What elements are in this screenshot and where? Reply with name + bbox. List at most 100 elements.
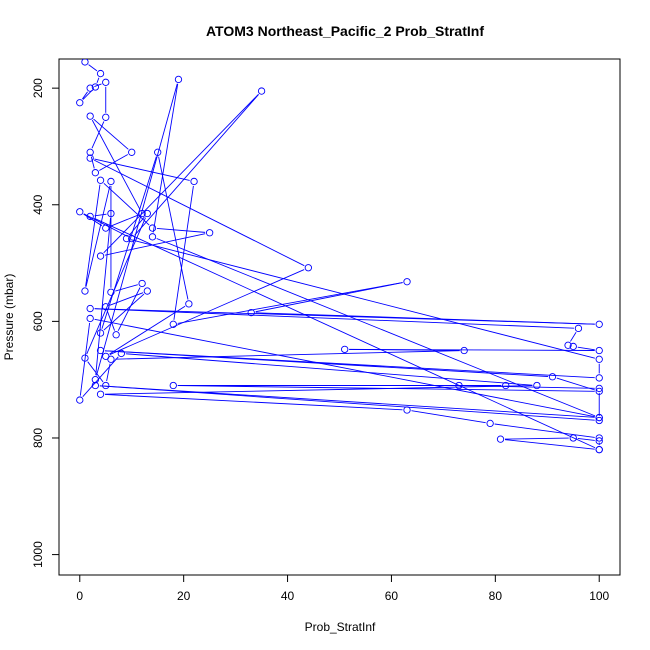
series-segment <box>105 350 549 377</box>
series-segment <box>93 118 129 150</box>
data-point <box>91 381 100 390</box>
data-point <box>138 209 146 218</box>
data-point <box>595 445 603 454</box>
series-segment <box>109 292 144 306</box>
data-point <box>102 224 110 232</box>
data-point <box>81 287 89 295</box>
data-point <box>455 381 463 390</box>
data-point <box>564 341 572 349</box>
data-point <box>107 355 115 363</box>
series-segment <box>99 385 595 421</box>
y-tick-label: 400 <box>31 194 45 214</box>
data-point <box>595 437 603 445</box>
data-point <box>76 396 84 404</box>
series-segment <box>109 214 139 227</box>
series-segment <box>94 158 190 181</box>
data-point <box>169 320 177 328</box>
series-segment <box>85 185 111 287</box>
series-segment <box>101 156 157 329</box>
data-point <box>169 381 177 390</box>
y-tick-label: 1000 <box>31 541 45 568</box>
data-point <box>76 208 84 216</box>
series-segment <box>82 356 119 398</box>
series-group <box>76 59 603 454</box>
series-segment <box>152 83 179 233</box>
y-tick-label: 800 <box>31 428 45 448</box>
data-point <box>96 390 105 398</box>
data-point <box>595 384 603 393</box>
data-point <box>102 381 110 390</box>
data-point <box>86 148 94 156</box>
series-segment <box>103 182 150 226</box>
series-segment <box>85 184 101 287</box>
series-segment <box>463 385 595 389</box>
series-segment <box>255 282 403 313</box>
data-point <box>595 413 603 422</box>
data-point <box>96 252 105 260</box>
data-point <box>81 59 89 66</box>
series-segment <box>570 331 577 342</box>
plot-frame <box>58 58 621 576</box>
series-segment <box>93 159 305 267</box>
x-tick-label: 100 <box>589 589 609 603</box>
series-segment <box>83 213 103 227</box>
series-segment <box>94 217 596 449</box>
series-segment <box>129 216 145 236</box>
series-segment <box>115 284 138 292</box>
y-tick-label: 600 <box>31 311 45 331</box>
series-segment <box>177 282 403 324</box>
series-segment <box>94 318 595 418</box>
x-tick-label: 40 <box>281 589 295 603</box>
series-segment <box>95 217 111 376</box>
y-axis: 200 400 600 800 1000 <box>31 78 60 568</box>
series-segment <box>115 350 460 360</box>
data-point <box>574 324 583 333</box>
data-point <box>86 84 94 92</box>
series-segment <box>134 94 259 236</box>
data-point <box>403 406 411 414</box>
data-point <box>569 434 577 442</box>
data-point <box>247 308 255 317</box>
data-point <box>128 234 136 243</box>
series-segment <box>91 119 141 210</box>
data-point <box>533 381 541 390</box>
series-segment <box>94 308 595 325</box>
series-segment <box>99 385 595 418</box>
data-point <box>148 233 157 241</box>
data-point <box>138 279 146 288</box>
data-point <box>128 148 136 156</box>
series-segment <box>504 439 595 450</box>
data-point <box>569 342 577 351</box>
series-segment <box>577 346 595 351</box>
data-point <box>190 177 198 186</box>
data-point <box>91 169 100 177</box>
data-point <box>112 331 120 339</box>
series-segment <box>87 361 104 383</box>
data-point <box>595 374 603 382</box>
series-segment <box>103 93 259 254</box>
data-point <box>96 69 105 78</box>
x-axis: 0 20 40 60 80 100 <box>76 574 610 603</box>
data-point <box>502 381 510 390</box>
series-segment <box>494 423 595 438</box>
series-segment <box>94 213 107 217</box>
data-point <box>595 355 603 363</box>
series-segment <box>104 233 206 256</box>
data-point <box>86 304 94 313</box>
series-segment <box>109 305 186 355</box>
series-segment <box>82 91 88 100</box>
data-point <box>91 376 100 384</box>
data-point <box>143 287 151 295</box>
data-point <box>96 329 105 337</box>
data-point <box>496 435 505 443</box>
series-segment <box>349 348 460 351</box>
series-segment <box>105 394 403 411</box>
data-point <box>107 177 115 186</box>
series-segment <box>125 353 533 386</box>
x-tick-label: 20 <box>177 589 191 603</box>
data-point <box>341 345 349 354</box>
data-point <box>403 278 411 286</box>
data-point <box>154 148 162 156</box>
data-point <box>595 320 603 328</box>
